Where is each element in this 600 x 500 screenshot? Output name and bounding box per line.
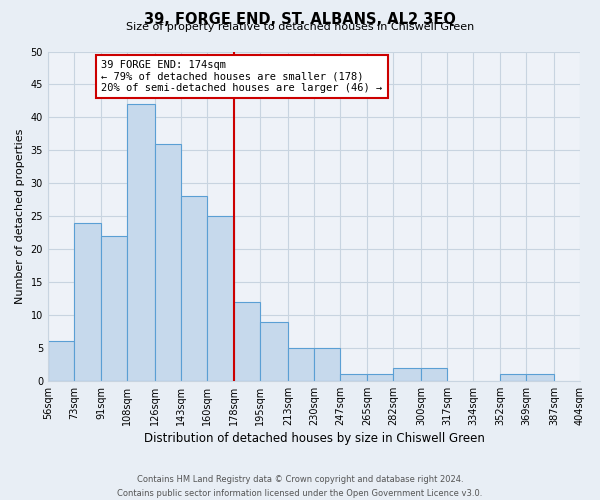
Bar [207,216,235,381]
Text: Size of property relative to detached houses in Chiswell Green: Size of property relative to detached ho… [126,22,474,32]
Bar [155,144,181,381]
Bar [288,348,314,381]
Bar [314,348,340,381]
Bar [48,342,74,381]
Bar [394,368,421,381]
Bar [74,222,101,381]
Text: 39, FORGE END, ST. ALBANS, AL2 3EQ: 39, FORGE END, ST. ALBANS, AL2 3EQ [144,12,456,28]
Bar [500,374,526,381]
Bar [526,374,554,381]
Bar [340,374,367,381]
X-axis label: Distribution of detached houses by size in Chiswell Green: Distribution of detached houses by size … [143,432,484,445]
Bar [421,368,447,381]
Y-axis label: Number of detached properties: Number of detached properties [15,128,25,304]
Bar [127,104,155,381]
Bar [101,236,127,381]
Bar [260,322,288,381]
Bar [235,302,260,381]
Text: Contains HM Land Registry data © Crown copyright and database right 2024.
Contai: Contains HM Land Registry data © Crown c… [118,476,482,498]
Bar [181,196,207,381]
Text: 39 FORGE END: 174sqm
← 79% of detached houses are smaller (178)
20% of semi-deta: 39 FORGE END: 174sqm ← 79% of detached h… [101,60,382,93]
Bar [367,374,394,381]
